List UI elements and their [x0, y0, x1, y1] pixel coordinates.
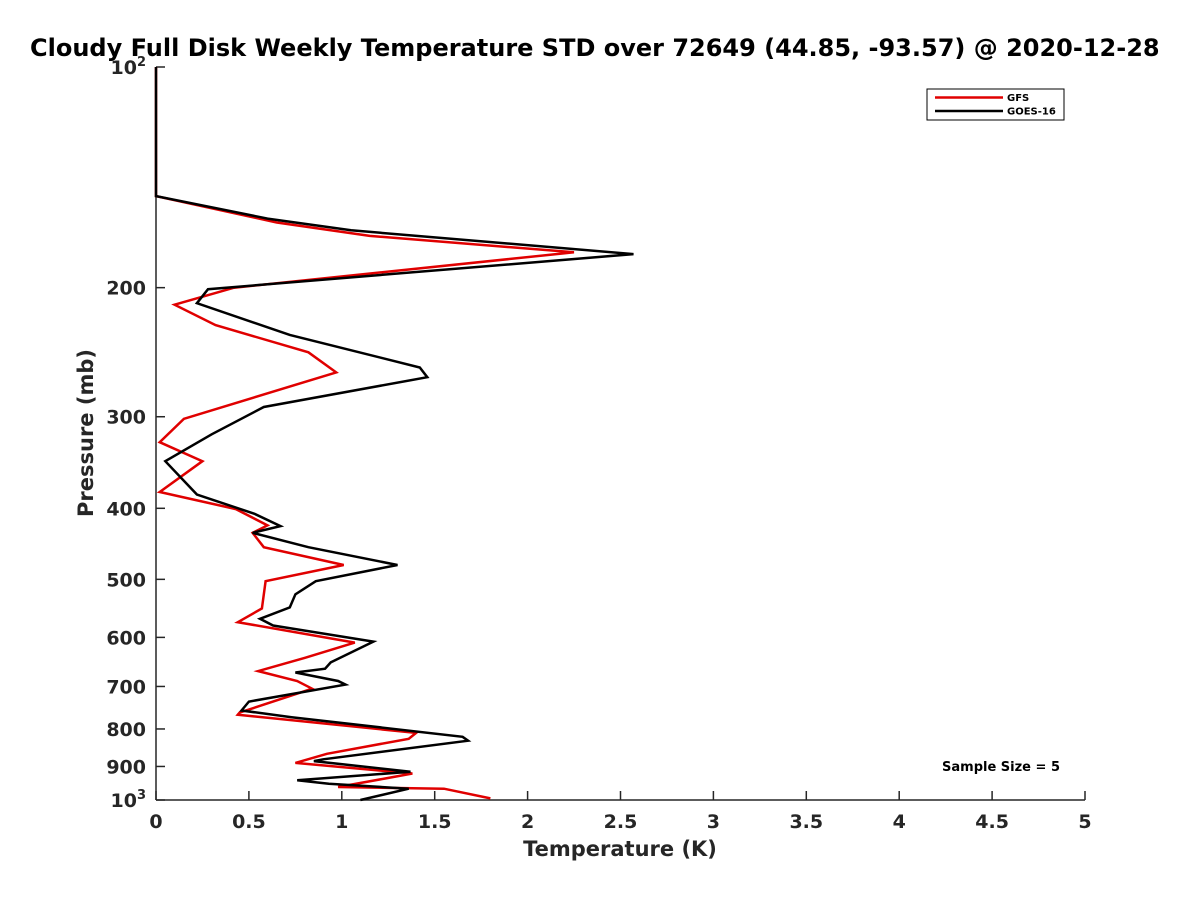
x-tick-label: 3.5: [789, 811, 823, 833]
y-tick-label: 200: [106, 278, 146, 300]
x-tick-label: 0.5: [232, 811, 266, 833]
x-tick-label: 1.5: [418, 811, 452, 833]
x-tick-label: 2: [521, 811, 534, 833]
y-tick-base: 10: [111, 790, 137, 812]
x-ticks: 0 0.5 1 1.5 2 2.5 3 3.5 4 4.5 5: [149, 791, 1092, 833]
y-tick-exponent: 2: [137, 55, 146, 70]
legend-label-gfs: GFS: [1007, 93, 1029, 104]
legend-label-goes16: GOES-16: [1007, 107, 1056, 118]
x-tick-label: 5: [1078, 811, 1091, 833]
y-tick-label: 800: [106, 719, 146, 741]
series-line-goes-16: [154, 67, 634, 802]
series-lines: [154, 67, 634, 802]
y-tick-label: 700: [106, 676, 146, 698]
y-tick-label: 102: [111, 55, 147, 79]
y-tick-exponent: 3: [137, 788, 146, 803]
y-tick-label: 103: [111, 788, 147, 812]
y-tick-label: 400: [106, 498, 146, 520]
y-axis-label: Pressure (mb): [74, 349, 98, 517]
x-tick-label: 4: [893, 811, 906, 833]
x-axis-label: Temperature (K): [523, 837, 717, 861]
x-tick-label: 2.5: [604, 811, 638, 833]
series-line-gfs: [154, 67, 575, 800]
sample-size-annotation: Sample Size = 5: [942, 760, 1060, 775]
x-tick-label: 1: [335, 811, 348, 833]
y-tick-label: 900: [106, 756, 146, 778]
y-tick-label: 500: [106, 569, 146, 591]
legend-box: [926, 88, 1065, 121]
legend: GFS GOES-16: [926, 88, 1065, 121]
x-tick-label: 3: [707, 811, 720, 833]
x-tick-label: 4.5: [975, 811, 1009, 833]
x-tick-label: 0: [149, 811, 162, 833]
y-tick-label: 600: [106, 627, 146, 649]
chart-title: Cloudy Full Disk Weekly Temperature STD …: [30, 34, 1160, 62]
plot-area: 0 0.5 1 1.5 2 2.5 3 3.5 4 4.5 5 102200300400500600…: [106, 55, 1091, 833]
y-tick-label: 300: [106, 407, 146, 429]
y-tick-base: 10: [111, 57, 137, 79]
